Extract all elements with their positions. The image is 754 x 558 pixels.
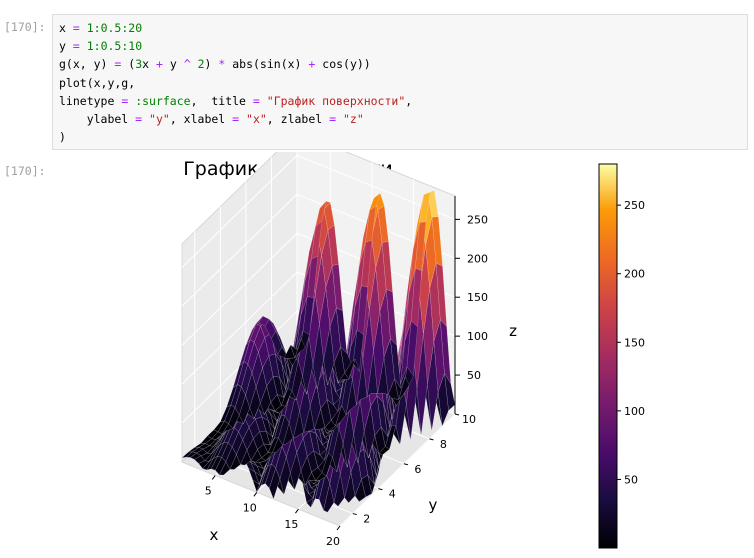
- colorbar-ticks: 50 100 150 200 250: [617, 199, 645, 486]
- code-line-3: g(x, y) = (3x + y ^ 2) * abs(sin(x) + co…: [59, 57, 371, 72]
- surface-patch: [415, 221, 427, 271]
- surface-patch: [290, 338, 302, 359]
- x-tick-label: 5: [205, 485, 212, 498]
- z-tick-label: 200: [467, 252, 488, 265]
- x-tick-label: 20: [326, 535, 340, 548]
- y-tick-label: 4: [389, 488, 396, 501]
- x-tick-label: 15: [284, 518, 298, 531]
- code-line-6: ylabel = "y", xlabel = "x", zlabel = "z": [59, 112, 364, 127]
- grid-line: [181, 154, 298, 268]
- cell-output: График поверхности 510152024681050100150…: [52, 130, 754, 554]
- surface-patch: [423, 189, 435, 195]
- surface-mesh: [181, 189, 456, 513]
- z-tick-label: 100: [467, 330, 488, 343]
- tick-mark: [253, 492, 258, 497]
- colorbar-tick-label: 50: [624, 473, 638, 486]
- z-tick-label: 50: [467, 369, 481, 382]
- z-tick-label: 150: [467, 291, 488, 304]
- code-line-7: ): [59, 130, 66, 145]
- code-line-5: linetype = :surface, title = "График пов…: [59, 93, 413, 108]
- y-tick-label: 10: [462, 413, 476, 426]
- colorbar: [598, 163, 618, 549]
- code-line-2: y = 1:0.5:10: [59, 39, 143, 54]
- surface-patch: [361, 240, 373, 288]
- grid-line: [181, 232, 298, 346]
- tick-mark: [211, 475, 216, 480]
- x-tick-label: 10: [243, 501, 257, 514]
- z-axis-label: z: [509, 322, 517, 340]
- code-line-1: x = 1:0.5:20: [59, 21, 143, 35]
- tick-mark: [429, 438, 434, 441]
- tick-mark: [454, 413, 460, 416]
- y-tick-label: 2: [363, 513, 370, 526]
- output-prompt: [170]:: [4, 164, 46, 178]
- colorbar-tick-label: 150: [624, 336, 645, 349]
- colorbar-tick-label: 250: [624, 199, 645, 212]
- code-line-4: plot(x,y,g,: [59, 75, 136, 90]
- y-axis-label: y: [429, 496, 438, 514]
- tick-mark: [295, 508, 299, 514]
- surface-patch: [365, 205, 377, 243]
- surface-patch: [294, 338, 306, 359]
- grid-line: [339, 413, 456, 527]
- axes-ticks: 5 10 15 20 2 4 6 8 10 50 100 150 200 250: [205, 196, 488, 548]
- tick-mark: [336, 525, 341, 531]
- colorbar-tick-label: 200: [624, 268, 645, 281]
- y-tick-label: 8: [440, 438, 447, 451]
- colorbar-tick-label: 100: [624, 405, 645, 418]
- surface-patch: [394, 376, 406, 400]
- surface-plot: График поверхности 510152024681050100150…: [181, 130, 645, 549]
- input-prompt: [170]:: [4, 20, 46, 34]
- surface-patch: [406, 320, 418, 377]
- tick-mark: [352, 513, 357, 516]
- y-tick-label: 6: [414, 463, 421, 476]
- code-cell-input[interactable]: x = 1:0.5:20 y = 1:0.5:10 g(x, y) = (3x …: [52, 14, 748, 150]
- tick-mark: [403, 463, 409, 466]
- z-tick-label: 250: [467, 213, 488, 226]
- surface-patch: [381, 241, 393, 293]
- grid-line: [181, 193, 298, 307]
- x-axis-label: x: [210, 526, 219, 544]
- grid-line: [181, 271, 298, 385]
- surface-patch: [315, 200, 327, 228]
- tick-mark: [378, 488, 383, 491]
- surface-patch: [306, 255, 319, 298]
- code-text: x = 1:0.5:20 y = 1:0.5:10 g(x, y) = (3x …: [59, 19, 412, 146]
